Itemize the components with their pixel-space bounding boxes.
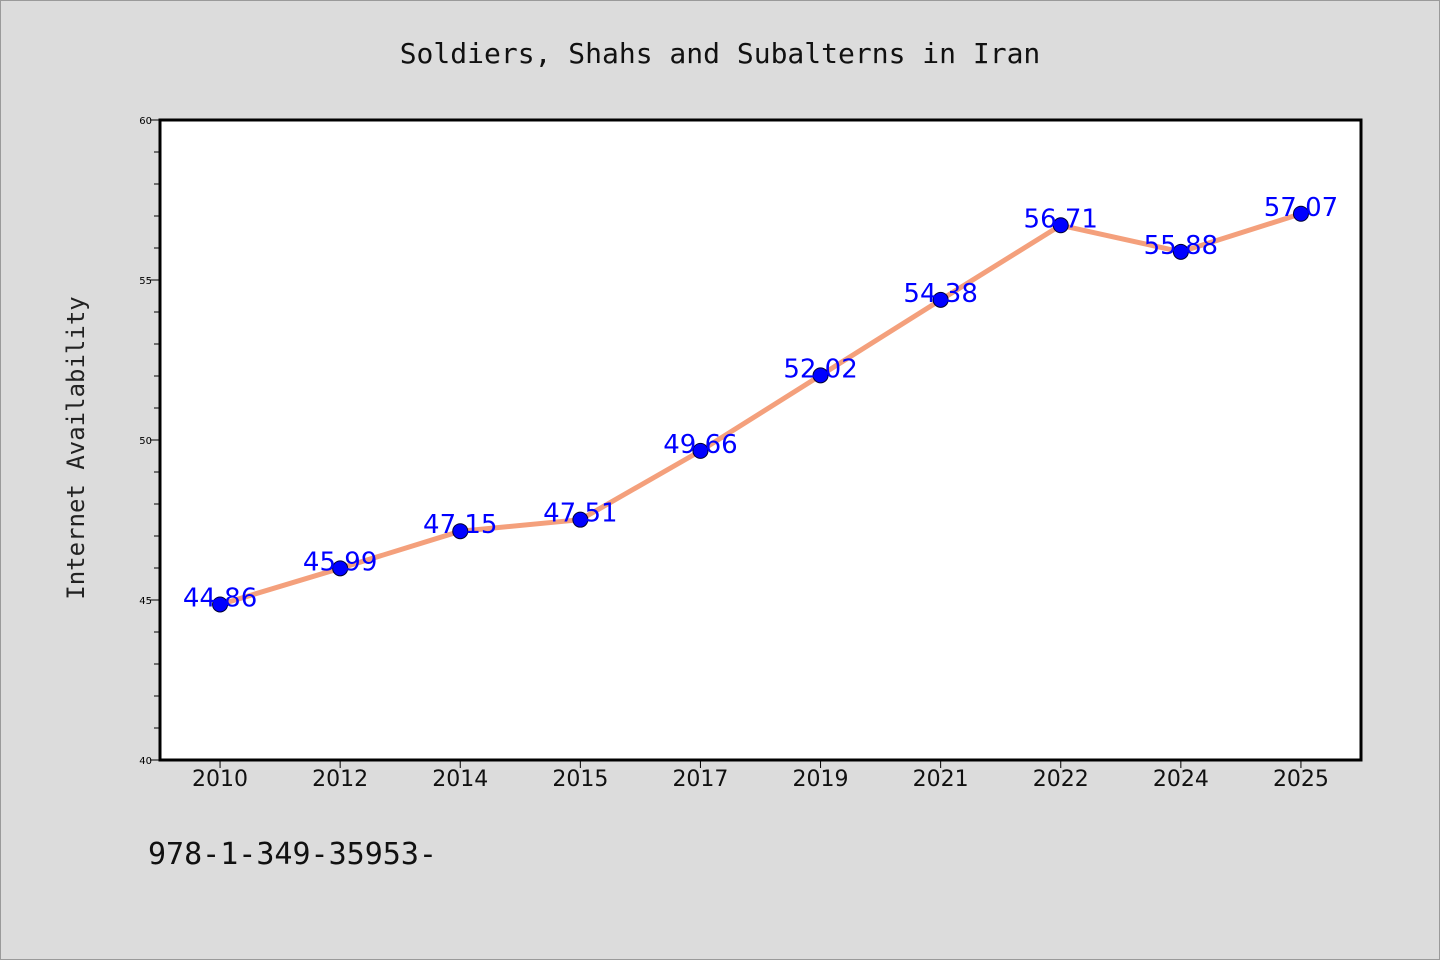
x-tick-label: 2025 — [1273, 767, 1329, 792]
data-label: 56.71 — [1024, 204, 1098, 234]
x-tick-label: 2021 — [913, 767, 969, 792]
data-label: 49.66 — [663, 430, 737, 460]
data-point — [452, 523, 469, 540]
data-point — [1172, 243, 1189, 260]
y-tick-label: 55 — [139, 276, 152, 287]
data-point — [812, 367, 829, 384]
series-line-group — [212, 205, 1309, 613]
data-point — [1292, 205, 1309, 222]
x-tick-label: 2012 — [312, 767, 368, 792]
data-label: 55.88 — [1144, 231, 1218, 261]
data-point — [692, 442, 709, 459]
x-axis: 2010 2012 2014 2015 2017 2019 2021 2022 2024 2025 — [192, 760, 1329, 792]
plot-area — [158, 118, 1363, 762]
data-label: 57.07 — [1264, 193, 1338, 223]
x-tick-label: 2014 — [432, 767, 488, 792]
x-tick-label: 2024 — [1153, 767, 1209, 792]
data-label: 54.38 — [903, 279, 977, 309]
data-label: 52.02 — [783, 354, 857, 384]
data-point — [572, 511, 589, 528]
data-label: 47.15 — [423, 510, 497, 540]
data-labels: 44.86 45.99 47.15 47.51 49.66 52.02 54.38 56.71… — [183, 193, 1338, 614]
data-point — [212, 596, 229, 613]
data-point — [332, 560, 349, 577]
data-point — [932, 291, 949, 308]
series-line — [217, 211, 1304, 607]
x-tick-label: 2010 — [192, 767, 248, 792]
y-axis-label: Internet Availability — [62, 296, 90, 599]
x-tick-label: 2017 — [672, 767, 728, 792]
footnote: 978-1-349-35953- — [148, 837, 437, 872]
data-label: 45.99 — [303, 547, 377, 577]
y-tick-label: 40 — [139, 756, 152, 767]
x-tick-label: 2019 — [793, 767, 849, 792]
y-tick-label: 45 — [139, 596, 152, 607]
x-tick-label: 2015 — [552, 767, 608, 792]
y-tick-label: 60 — [139, 116, 152, 127]
chart-title: Soldiers, Shahs and Subalterns in Iran — [400, 37, 1041, 70]
data-label: 44.86 — [183, 583, 257, 613]
y-tick-label: 50 — [139, 436, 152, 447]
data-label: 47.51 — [543, 499, 617, 529]
x-tick-label: 2022 — [1033, 767, 1089, 792]
y-axis: 40 45 50 55 60 — [139, 116, 160, 767]
data-point — [1052, 217, 1069, 234]
